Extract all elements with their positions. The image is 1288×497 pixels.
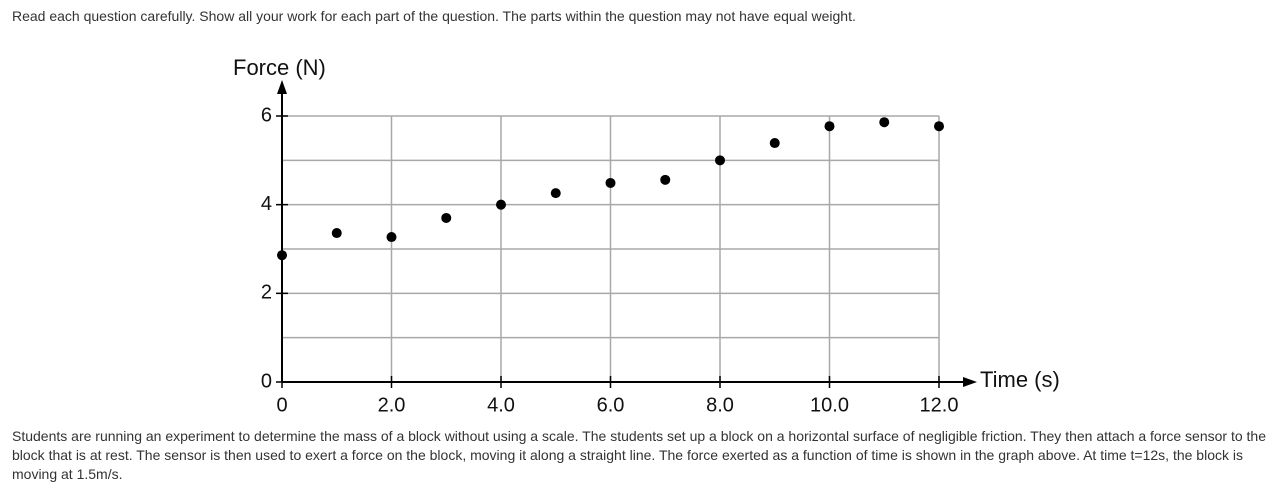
data-point	[496, 199, 506, 210]
y-tick-label: 6	[261, 104, 272, 126]
data-point	[660, 174, 671, 185]
x-tick-label: 2.0	[378, 394, 406, 416]
y-axis-arrow	[277, 80, 287, 94]
y-tick-label: 4	[261, 193, 272, 215]
x-tick-label: 10.0	[810, 394, 849, 416]
x-tick-label: 12.0	[920, 394, 959, 416]
x-axis-label: Time (s)	[980, 367, 1060, 392]
y-tick-label: 2	[261, 282, 272, 304]
data-point	[331, 228, 342, 239]
y-tick-label: 0	[261, 370, 272, 392]
y-axis-label: Force (N)	[233, 55, 326, 80]
instructions: Read each question carefully. Show all y…	[12, 8, 856, 24]
data-point	[715, 155, 725, 166]
x-tick-label: 6.0	[597, 394, 625, 416]
data-point	[441, 212, 452, 223]
data-point	[934, 121, 944, 132]
x-axis-arrow	[963, 377, 977, 387]
data-point	[879, 117, 890, 128]
data-point	[277, 250, 287, 261]
x-tick-label: 8.0	[706, 394, 734, 416]
x-tick-label: 4.0	[487, 394, 515, 416]
chart: Force (N) Time (s) 0 2 4 6 0 2.0 4.0 6.0 8.0 10.0…	[233, 55, 1060, 416]
data-point	[550, 188, 561, 199]
data-point	[386, 232, 397, 243]
data-point	[605, 177, 616, 188]
x-tick-label: 0	[276, 394, 287, 416]
data-point	[769, 138, 780, 149]
paragraph: Students are running an experiment to de…	[12, 428, 1266, 482]
data-point	[824, 121, 835, 132]
